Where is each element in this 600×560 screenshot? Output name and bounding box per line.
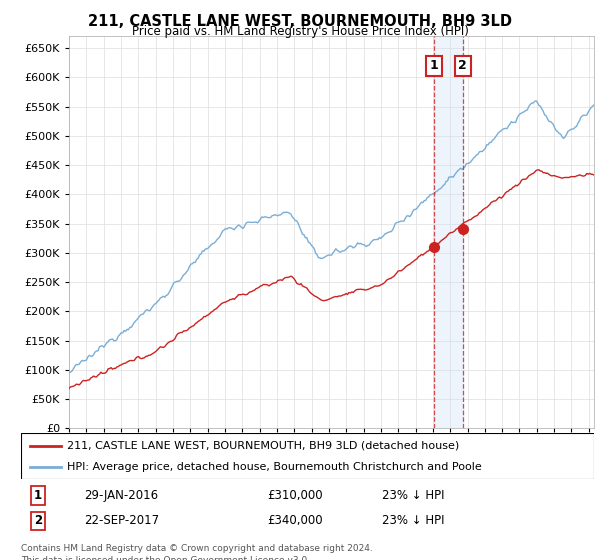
Text: 2: 2: [458, 59, 467, 72]
Text: 29-JAN-2016: 29-JAN-2016: [84, 489, 158, 502]
FancyBboxPatch shape: [21, 433, 594, 479]
Text: Price paid vs. HM Land Registry's House Price Index (HPI): Price paid vs. HM Land Registry's House …: [131, 25, 469, 38]
Text: 23% ↓ HPI: 23% ↓ HPI: [382, 489, 445, 502]
Text: £310,000: £310,000: [268, 489, 323, 502]
Text: HPI: Average price, detached house, Bournemouth Christchurch and Poole: HPI: Average price, detached house, Bour…: [67, 462, 482, 472]
Text: Contains HM Land Registry data © Crown copyright and database right 2024.
This d: Contains HM Land Registry data © Crown c…: [21, 544, 373, 560]
Text: 211, CASTLE LANE WEST, BOURNEMOUTH, BH9 3LD (detached house): 211, CASTLE LANE WEST, BOURNEMOUTH, BH9 …: [67, 441, 459, 451]
Text: 1: 1: [34, 489, 42, 502]
Text: 22-SEP-2017: 22-SEP-2017: [84, 515, 159, 528]
Text: £340,000: £340,000: [268, 515, 323, 528]
Text: 211, CASTLE LANE WEST, BOURNEMOUTH, BH9 3LD: 211, CASTLE LANE WEST, BOURNEMOUTH, BH9 …: [88, 14, 512, 29]
Text: 1: 1: [430, 59, 439, 72]
Text: 2: 2: [34, 515, 42, 528]
Text: 23% ↓ HPI: 23% ↓ HPI: [382, 515, 445, 528]
Bar: [434, 36, 463, 428]
